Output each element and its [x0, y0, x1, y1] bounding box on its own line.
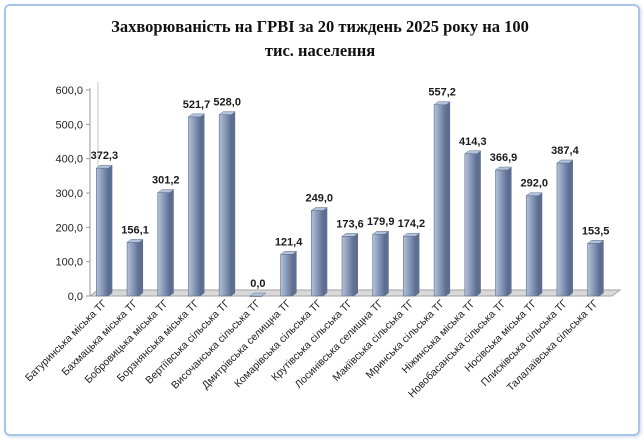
- bar-top: [249, 292, 267, 297]
- bar-top: [157, 189, 175, 193]
- bar-side: [476, 150, 481, 296]
- data-label: 121,4: [275, 236, 303, 248]
- bar-top: [279, 251, 298, 255]
- bar-top: [187, 113, 206, 118]
- bar: [188, 116, 201, 297]
- y-tick-label: 600,0: [55, 85, 83, 97]
- data-label: 414,3: [459, 136, 487, 148]
- bar-side: [384, 231, 389, 296]
- y-tick-label: 500,0: [55, 119, 83, 131]
- bar-side: [415, 233, 420, 296]
- data-label: 387,4: [551, 145, 579, 157]
- bar: [96, 167, 109, 297]
- data-label: 372,3: [91, 150, 119, 162]
- data-label: 366,9: [490, 152, 518, 164]
- y-tick-label: 100,0: [55, 257, 83, 269]
- bar: [464, 153, 478, 297]
- bar-top: [126, 239, 144, 243]
- bar-side: [507, 167, 512, 296]
- bar: [525, 195, 539, 297]
- data-label: 557,2: [428, 87, 456, 99]
- data-label: 179,9: [367, 216, 395, 228]
- data-label: 249,0: [306, 193, 334, 205]
- bar-side: [446, 101, 451, 296]
- bar-side: [231, 111, 236, 296]
- bar-side: [108, 165, 113, 296]
- data-label: 528,0: [213, 97, 241, 109]
- bar-top: [371, 230, 390, 235]
- y-tick-label: 300,0: [55, 188, 83, 200]
- data-label: 156,1: [121, 224, 149, 236]
- bar-side: [568, 159, 573, 296]
- data-label: 153,5: [582, 225, 610, 237]
- data-label: 174,2: [398, 218, 426, 230]
- bar-side: [538, 192, 543, 296]
- bar-top: [525, 192, 543, 196]
- bar: [126, 242, 140, 297]
- bar: [495, 169, 508, 297]
- bar-side: [323, 207, 328, 296]
- y-tick-label: 200,0: [55, 222, 83, 234]
- bar: [157, 192, 171, 297]
- bar-side: [354, 233, 358, 296]
- bar-side: [292, 251, 297, 296]
- bar-top: [494, 166, 513, 171]
- bar: [403, 235, 416, 297]
- bar-side: [599, 240, 604, 296]
- data-label: 292,0: [520, 178, 548, 190]
- bar-side: [200, 113, 205, 297]
- bar: [587, 242, 600, 297]
- bar: [310, 210, 324, 297]
- data-label: 0,0: [250, 278, 265, 290]
- bar-side: [169, 189, 174, 296]
- bar-top: [433, 101, 451, 105]
- data-label: 301,2: [152, 175, 180, 187]
- bar-side: [139, 239, 144, 296]
- y-tick-label: 400,0: [55, 154, 83, 166]
- bar: [556, 162, 570, 297]
- bar-top: [464, 150, 482, 155]
- bar-top: [586, 240, 605, 244]
- bar-top: [402, 232, 421, 237]
- bar-top: [556, 159, 574, 164]
- bar-top: [218, 111, 236, 115]
- bar-top: [95, 164, 114, 169]
- y-tick-label: 0,0: [68, 291, 83, 303]
- bar: [372, 233, 386, 297]
- chart-title: Захворюваність на ГРВІ за 20 тиждень 202…: [111, 17, 529, 60]
- bar-top: [310, 207, 329, 211]
- data-label: 521,7: [183, 99, 211, 111]
- bar: [280, 254, 293, 297]
- bar: [433, 104, 447, 297]
- bar: [218, 114, 232, 297]
- bar-top: [341, 233, 359, 237]
- bar: [341, 236, 355, 297]
- data-label: 173,6: [336, 218, 364, 230]
